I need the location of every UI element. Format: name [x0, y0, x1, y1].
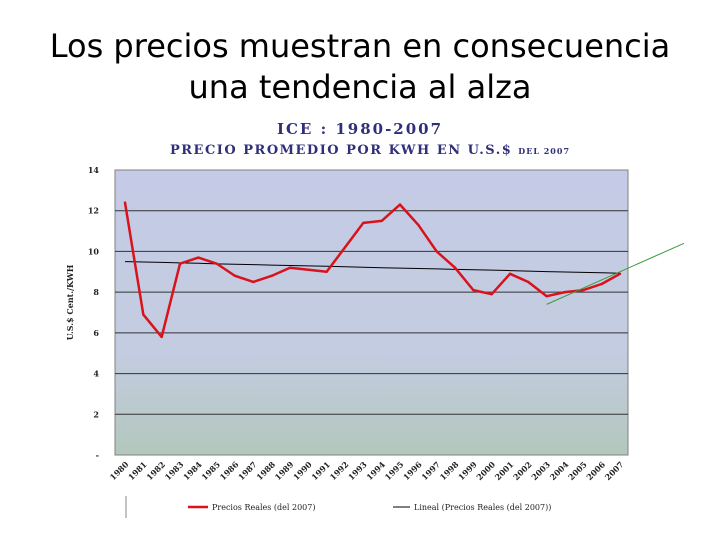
x-tick-label: 1996 [401, 459, 424, 482]
x-tick-label: 1982 [144, 459, 167, 482]
data-point [270, 274, 273, 278]
data-point [178, 262, 182, 265]
data-point [582, 288, 585, 292]
data-point [453, 266, 457, 269]
trend-series-line [124, 261, 621, 274]
x-tick-label: 1985 [199, 459, 222, 482]
series-lines [123, 201, 622, 339]
x-tick-label: 2003 [529, 459, 552, 482]
data-point [545, 295, 548, 298]
y-tick-label: 12 [88, 206, 99, 216]
x-tick-label: 1994 [364, 459, 387, 482]
legend-label-trend: Lineal (Precios Reales (del 2007)) [414, 503, 551, 512]
data-point [325, 270, 328, 273]
data-point [288, 266, 292, 269]
data-point [435, 250, 438, 253]
data-point [215, 262, 218, 265]
data-point [380, 219, 383, 223]
x-tick-label: 1980 [108, 459, 131, 482]
chart-subtitle: PRECIO PROMEDIO POR KWH EN U.S.$ DEL 2007 [0, 143, 720, 158]
legend: Precios Reales (del 2007) Lineal (Precios… [125, 496, 551, 518]
x-tick-label: 1998 [438, 459, 461, 482]
data-point [398, 203, 402, 206]
x-tick-label: 2005 [566, 459, 589, 482]
x-tick-label: 1981 [126, 459, 149, 482]
x-tick-label: 1989 [273, 459, 296, 482]
slide-title-line-2: una tendencia al alza [188, 68, 532, 106]
price-series-line [123, 202, 621, 339]
chart-subtitle-note: DEL 2007 [518, 146, 571, 156]
data-point [343, 246, 347, 249]
chart-subtitle-text: PRECIO PROMEDIO POR KWH EN U.S.$ [169, 143, 513, 158]
data-point [600, 282, 603, 286]
x-tick-label: 1987 [236, 459, 259, 482]
x-tick-label: 2001 [493, 459, 516, 482]
data-point [472, 288, 475, 292]
data-point [233, 274, 237, 278]
x-tick-label: 1995 [383, 459, 406, 482]
x-tick-label: 1999 [456, 459, 479, 482]
y-axis-label: U.S.$ Cent./KWH [65, 264, 75, 340]
slide-title-line-1: Los precios muestran en consecuencia [49, 27, 671, 65]
data-point [197, 256, 200, 259]
legend-label-price: Precios Reales (del 2007) [212, 503, 315, 512]
x-tick-label: 2007 [603, 459, 626, 482]
x-tick-label: 2006 [584, 459, 607, 482]
y-tick-label: 10 [88, 246, 100, 256]
data-point [252, 280, 255, 284]
x-tick-label: 2004 [548, 459, 571, 482]
x-tick-label: 1997 [419, 459, 442, 482]
plot-area [114, 169, 629, 456]
y-tick-labels: - 2 4 6 8 10 12 14 [88, 165, 100, 460]
y-tick-label: 8 [93, 287, 99, 297]
x-tick-label: 1990 [291, 459, 314, 482]
chart-title: ICE : 1980-2007 [276, 120, 444, 138]
x-tick-label: 1988 [254, 459, 277, 482]
y-tick-label: 2 [93, 409, 99, 419]
data-point [417, 223, 420, 227]
x-tick-label: 1993 [346, 459, 369, 482]
y-tick-label: 4 [93, 369, 99, 379]
x-tick-label: 2000 [474, 459, 497, 482]
data-point [527, 280, 530, 284]
y-tick-label: 14 [88, 165, 100, 175]
data-point [362, 221, 365, 225]
data-point [618, 272, 622, 276]
data-point [160, 335, 163, 339]
data-point [307, 268, 310, 271]
x-tick-labels: 1980198119821983198419851986198719881989… [108, 459, 626, 482]
data-point [490, 292, 493, 296]
data-point [508, 272, 512, 276]
data-point [142, 313, 145, 316]
slide-title: Los precios muestran en consecuencia una… [0, 26, 720, 108]
data-point [563, 290, 567, 294]
x-tick-label: 2002 [511, 459, 534, 482]
x-tick-label: 1991 [309, 459, 332, 482]
trend-annotation-line [546, 242, 685, 305]
x-tick-label: 1984 [181, 459, 204, 482]
x-tick-label: 1992 [328, 459, 351, 482]
y-tick-label: - [96, 450, 99, 460]
x-tick-label: 1986 [218, 459, 241, 482]
x-tick-label: 1983 [163, 459, 186, 482]
y-tick-label: 6 [93, 328, 99, 338]
data-point [123, 201, 127, 204]
